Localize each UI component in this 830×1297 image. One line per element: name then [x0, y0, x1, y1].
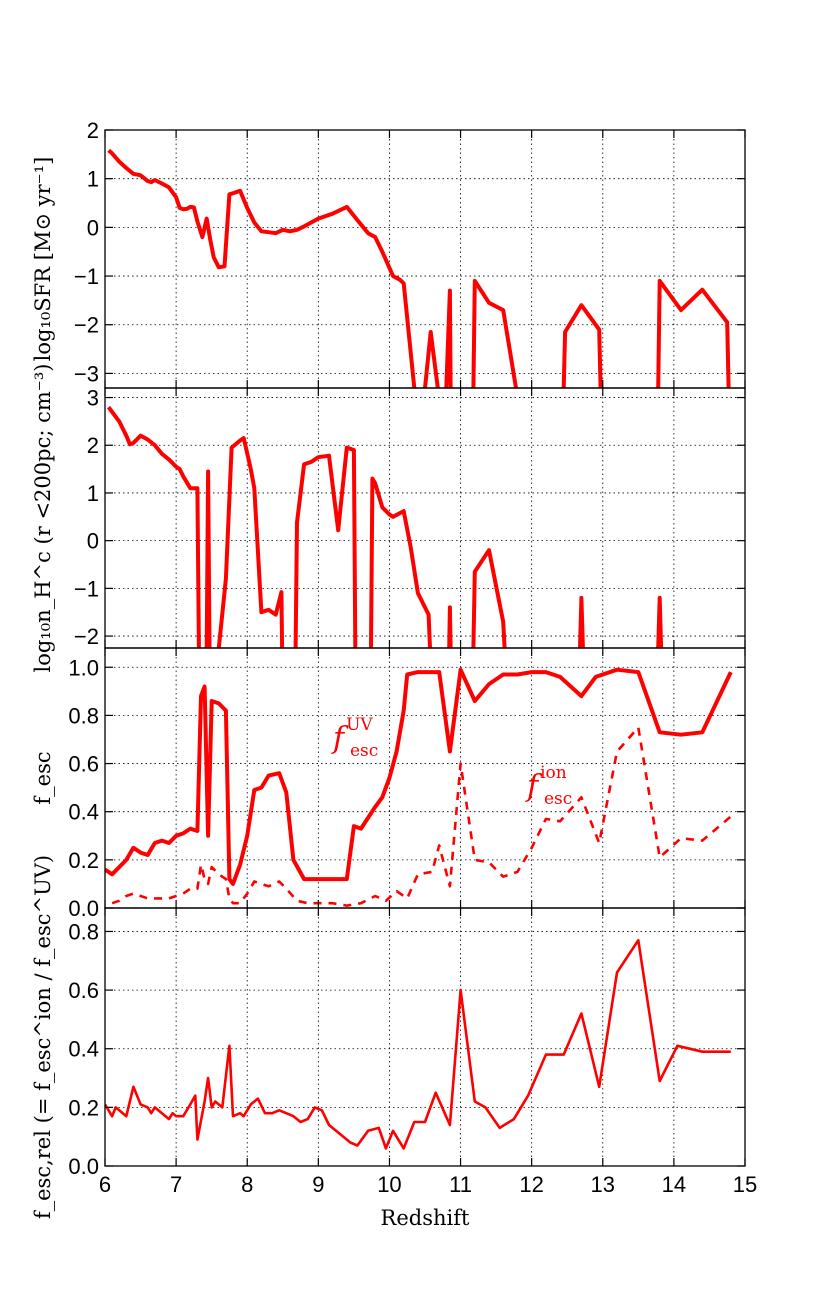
x-tick-label: 8: [241, 1172, 253, 1197]
series-line-density-0-1: [204, 469, 212, 648]
y-tick-label: −3: [74, 361, 99, 386]
panel-sfr: −3 −2 −1 0 1 2 log₁₀SFR [M⊙ yr⁻¹]: [31, 118, 746, 389]
series-line-density-0-2: [216, 436, 285, 648]
plot-frame: [104, 129, 746, 389]
x-axis-label: Redshift: [381, 1206, 470, 1230]
series-line-density-0-3: [293, 445, 358, 648]
series-line-density-0-5: [447, 605, 453, 648]
series-line-density-0-8: [656, 595, 664, 648]
y-tick-label: 0.2: [68, 1095, 99, 1120]
y-tick-label: 0.8: [68, 703, 99, 728]
x-tick-label: 15: [733, 1172, 757, 1197]
series-line-density-0-7: [578, 595, 585, 648]
series-line-fesc_rel-0-0: [105, 939, 731, 1150]
y-axis-label: f_esc,rel (= f_esc^ion / f_esc^UV): [31, 855, 55, 1219]
series-line-fesc-0-0: [105, 667, 733, 886]
y-tick-label: 0: [87, 215, 99, 240]
x-tick-label: 7: [170, 1172, 182, 1197]
x-tick-label: 10: [377, 1172, 401, 1197]
series-line-sfr-0-4: [561, 303, 603, 388]
annotation-sub: esc: [544, 789, 572, 809]
series-line-density-0-4: [369, 476, 432, 648]
y-tick-label: 0.2: [68, 848, 99, 873]
y-tick-label: 0.6: [68, 978, 99, 1003]
y-tick-label: 0: [87, 529, 99, 554]
y-tick-label: 1: [87, 481, 99, 506]
y-tick-label: 0.0: [68, 1154, 99, 1179]
x-tick-label: 14: [662, 1172, 686, 1197]
series-line-density-0-0: [106, 405, 201, 648]
annotation-uv: f UV esc: [331, 715, 378, 761]
y-tick-label: 0.8: [68, 919, 99, 944]
x-tick-label: 9: [312, 1172, 324, 1197]
series-group-density: [106, 405, 664, 648]
series-line-sfr-0-0: [107, 148, 417, 388]
series-group-fesc_rel: [105, 939, 731, 1150]
y-tick-label: 0.4: [68, 1037, 99, 1062]
y-axis-label: log₁₀n_H^c (r <200pc; cm⁻³): [31, 364, 55, 673]
plot-frame: [104, 907, 746, 1167]
annotation-sub: esc: [350, 741, 378, 761]
series-group-sfr: [107, 148, 731, 388]
x-tick-label: 6: [99, 1172, 111, 1197]
annotation-ion: f ion esc: [525, 763, 572, 809]
x-tick-label: 11: [449, 1172, 472, 1197]
y-tick-label: 2: [87, 433, 99, 458]
series-line-sfr-0-2: [444, 288, 453, 388]
series-group-fesc: [105, 667, 733, 907]
y-tick-label: 1.0: [68, 655, 99, 680]
panel-density: −2 −1 0 1 2 3 log₁₀n_H^c (r <200pc; cm⁻³): [31, 364, 746, 673]
series-line-sfr-0-5: [656, 278, 731, 388]
y-tick-label: 0.4: [68, 800, 99, 825]
y-tick-label: 3: [87, 386, 99, 411]
y-tick-label: 0.6: [68, 752, 99, 777]
annotation-sup: UV: [346, 715, 373, 735]
panel-fesc_rel: 0.0 0.2 0.4 0.6 0.8 6 7 8 9 10 11 12 13 14 15 Redshift f…: [31, 855, 757, 1230]
y-tick-label: 2: [87, 118, 99, 143]
x-tick-label: 12: [519, 1172, 543, 1197]
y-axis-label: f_esc: [31, 751, 55, 804]
annotation-sup: ion: [540, 763, 567, 783]
y-tick-label: −1: [74, 264, 99, 289]
series-line-sfr-0-3: [471, 278, 518, 388]
y-tick-label: 0.0: [68, 896, 99, 921]
y-tick-label: −2: [74, 313, 99, 338]
x-tick-label: 13: [591, 1172, 615, 1197]
series-line-density-0-6: [471, 548, 507, 648]
y-tick-label: 1: [87, 167, 99, 192]
series-line-sfr-0-1: [423, 330, 440, 388]
y-axis-label: log₁₀SFR [M⊙ yr⁻¹]: [31, 157, 55, 362]
series-line-fesc-1-0: [111, 726, 732, 907]
y-tick-label: −1: [74, 576, 99, 601]
y-tick-label: −2: [74, 624, 99, 649]
